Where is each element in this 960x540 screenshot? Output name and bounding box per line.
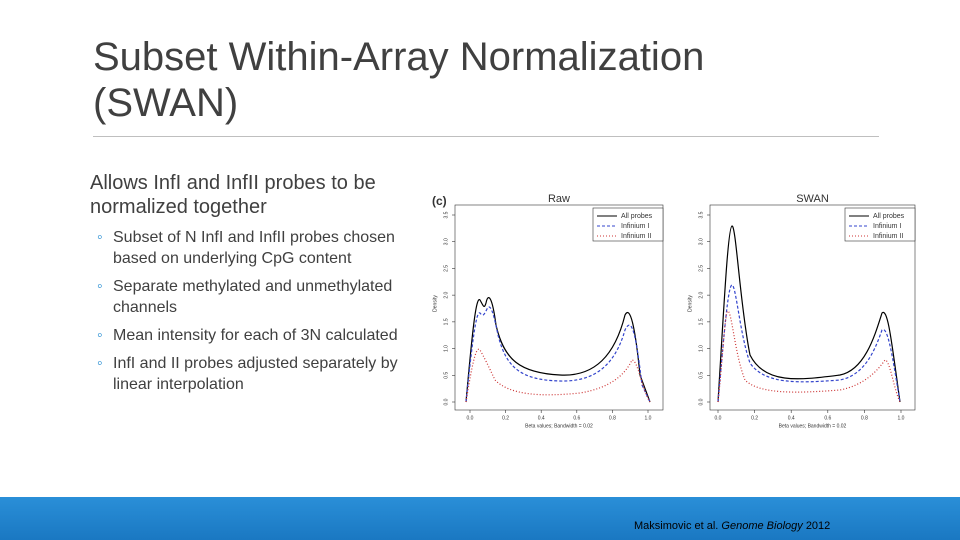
legend-label: Infinium I [621,223,649,230]
x-tick-label: 0.4 [788,415,795,421]
y-tick-label: 0.5 [698,372,704,379]
footer-bar [0,497,960,540]
subbullet: Separate methylated and unmethylated cha… [97,276,398,318]
y-tick-label: 2.0 [698,291,704,298]
y-tick-label: 3.5 [443,211,449,218]
slide-title: Subset Within-Array Normalization (SWAN) [93,35,705,125]
title-rule [93,136,879,137]
figure-label: (c) [432,194,447,208]
y-tick-label: 2.5 [698,265,704,272]
subbullet: InfI and II probes adjusted separately b… [97,353,398,395]
y-tick-label: 3.0 [698,238,704,245]
y-tick-label: 1.0 [698,345,704,352]
y-tick-label: 0.0 [698,398,704,405]
x-tick-label: 0.2 [502,415,509,421]
legend-label: Infinium I [873,223,901,230]
citation: Maksimovic et al. Genome Biology 2012 [634,520,830,532]
legend-box [844,207,916,242]
legend-box [592,207,664,242]
x-tick-label: 0.8 [861,415,868,421]
plot-frame [709,204,916,411]
x-tick-label: 0.0 [715,415,722,421]
legend-label: All probes [873,213,905,220]
subbullet: Subset of N InfI and InfII probes chosen… [97,227,398,269]
y-tick-label: 0.5 [443,372,449,379]
plot-frame [454,204,664,411]
legend-label: All probes [621,213,653,220]
panel-title: Raw [548,193,570,205]
y-tick-label: 1.5 [443,318,449,325]
bullet-list: Allows InfI and InfII probes to be norma… [90,171,420,402]
raw-curves [465,297,651,403]
x-axis-label: Beta values; Bandwidth = 0.02 [525,423,593,429]
citation-authors: Maksimovic et al. [634,520,719,532]
panel-title: SWAN [796,193,829,205]
y-tick-label: 3.5 [698,211,704,218]
y-tick-label: 1.5 [698,318,704,325]
x-tick-label: 1.0 [645,415,652,421]
legend-label: Infinium II [621,233,651,240]
y-tick-label: 3.0 [443,238,449,245]
subbullet: Mean intensity for each of 3N calculated [97,325,398,346]
x-tick-label: 0.6 [573,415,580,421]
x-tick-label: 1.0 [898,415,905,421]
y-axis-label: Density [687,295,693,312]
x-tick-label: 0.4 [538,415,545,421]
bullet: Allows InfI and InfII probes to be norma… [90,172,376,218]
subbullet-list: Subset of N InfI and InfII probes chosen… [90,227,398,395]
y-tick-label: 2.5 [443,265,449,272]
x-tick-label: 0.2 [751,415,758,421]
swan-curves [717,225,901,403]
figure: (c) Raw Density Beta values; Bandwidth = 0… [432,193,916,429]
x-axis-label: Beta values; Bandwidth = 0.02 [779,423,847,429]
y-tick-label: 0.0 [443,398,449,405]
y-tick-label: 1.0 [443,345,449,352]
citation-journal: Genome Biology [721,520,803,532]
x-tick-label: 0.0 [467,415,474,421]
x-tick-label: 0.6 [824,415,831,421]
x-tick-label: 0.8 [609,415,616,421]
citation-year: 2012 [805,520,831,532]
legend-label: Infinium II [873,233,903,240]
y-tick-label: 2.0 [443,291,449,298]
y-axis-label: Density [432,295,438,312]
